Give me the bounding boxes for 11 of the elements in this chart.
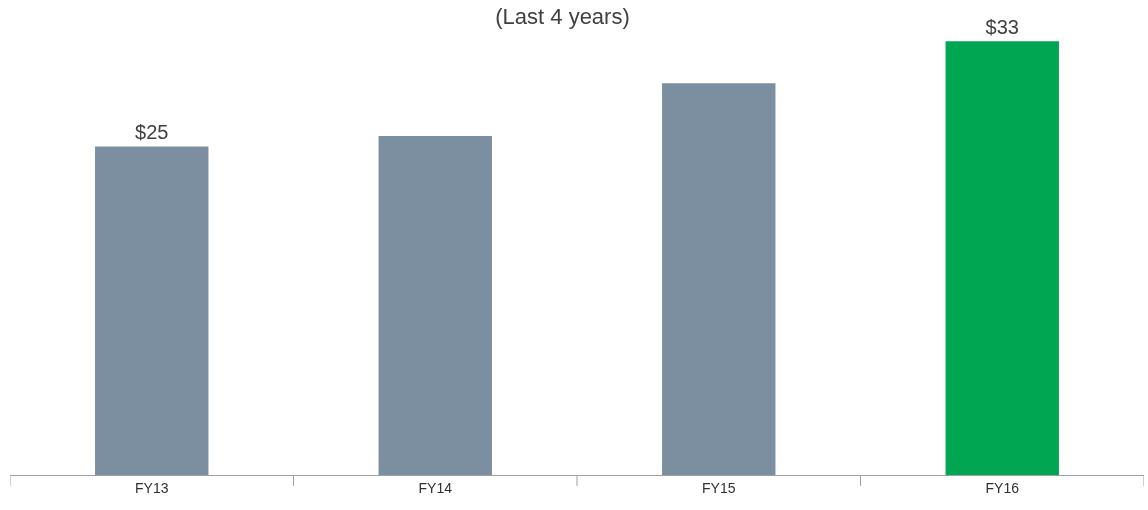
- data-label: $25: [135, 121, 169, 144]
- x-tick-label: FY16: [985, 479, 1020, 496]
- chart-title: (Last 4 years): [495, 3, 630, 29]
- x-tick-label: FY13: [135, 479, 169, 496]
- x-tick-label: FY14: [418, 479, 453, 496]
- bar: [945, 41, 1059, 475]
- bar: [378, 135, 492, 475]
- bar: [662, 83, 776, 475]
- x-tick-label: FY15: [702, 479, 736, 496]
- bar: [95, 146, 209, 475]
- data-label: $33: [985, 16, 1019, 39]
